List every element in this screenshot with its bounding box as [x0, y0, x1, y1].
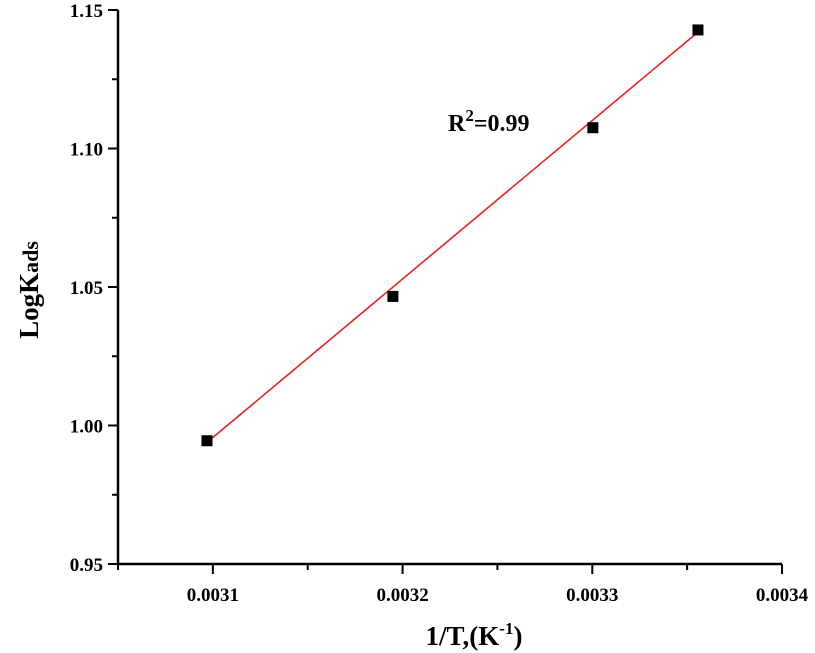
x-tick-label: 0.0031 [187, 585, 239, 606]
y-tick-label: 1.15 [70, 1, 103, 22]
r-squared-base: R [448, 111, 466, 137]
y-axis-title-subscript: ads [18, 241, 43, 273]
x-tick-label: 0.0032 [376, 585, 428, 606]
x-axis-title-tail: ) [513, 621, 522, 651]
data-points-layer [201, 24, 704, 447]
x-axis-title: 1/T,(K-1) [426, 619, 523, 651]
fit-line-layer [206, 31, 699, 444]
x-axis-title-base: 1/T,(K [426, 621, 500, 651]
r-squared-value: =0.99 [474, 111, 530, 137]
y-tick-label: 1.10 [70, 140, 103, 161]
data-point-marker [587, 122, 599, 134]
r-squared-superscript: 2 [465, 106, 474, 125]
linear-fit-line [206, 31, 699, 444]
data-point-marker [387, 290, 399, 302]
x-tick-label: 0.0033 [566, 585, 618, 606]
axes-layer: 0.0031 0.0032 0.0033 0.0034 0.95 1.00 1.05 1.10… [70, 1, 809, 606]
data-point-marker [201, 435, 213, 447]
y-axis-title: LogKads [14, 241, 44, 339]
y-tick-label: 0.95 [70, 555, 103, 576]
y-tick-label: 1.05 [70, 278, 103, 299]
data-point-marker [692, 24, 704, 36]
x-tick-label: 0.0034 [756, 585, 809, 606]
x-axis-title-superscript: -1 [499, 619, 513, 638]
r-squared-annotation: R2=0.99 [448, 106, 530, 137]
y-axis-title-base: LogK [14, 273, 44, 339]
y-tick-label: 1.00 [70, 417, 103, 438]
